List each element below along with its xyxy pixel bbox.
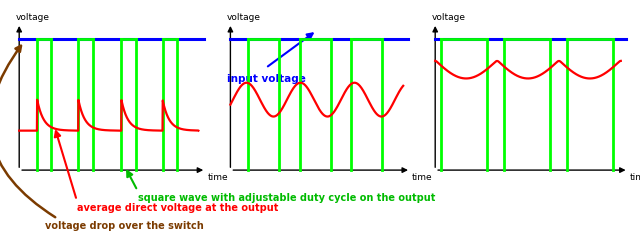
Text: voltage drop over the switch: voltage drop over the switch	[45, 221, 204, 231]
Text: time: time	[412, 173, 433, 182]
Text: square wave with adjustable duty cycle on the output: square wave with adjustable duty cycle o…	[138, 193, 435, 203]
Text: time: time	[207, 173, 228, 182]
Text: voltage: voltage	[16, 13, 50, 22]
Text: input voltage: input voltage	[227, 74, 306, 84]
Text: voltage: voltage	[227, 13, 261, 22]
Text: voltage: voltage	[432, 13, 466, 22]
Text: time: time	[630, 173, 640, 182]
Text: average direct voltage at the output: average direct voltage at the output	[77, 203, 278, 213]
